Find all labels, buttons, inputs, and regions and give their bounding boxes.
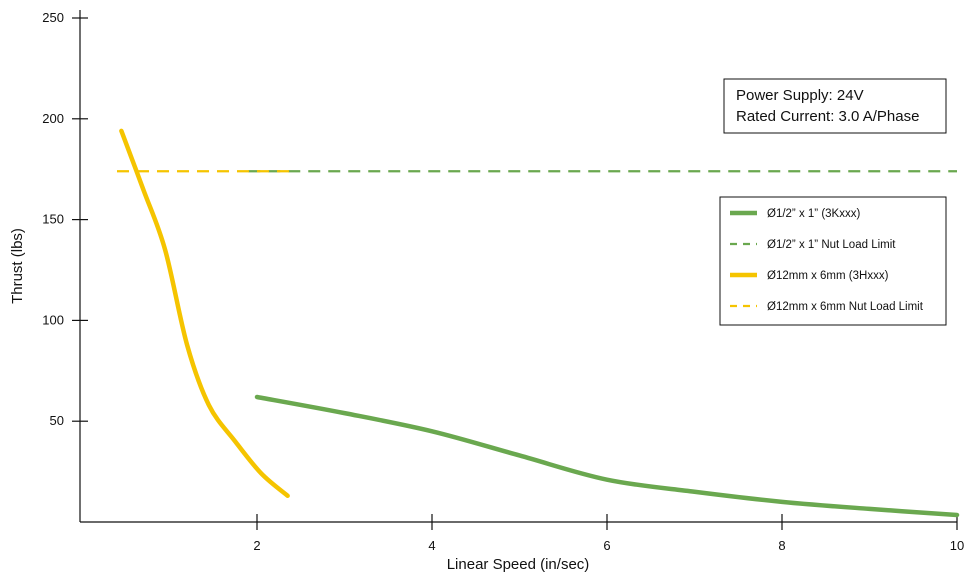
series-line-3-12mm-x-6mm-3hxxx: [119, 128, 290, 499]
y-axis-label: Thrust (lbs): [9, 228, 26, 304]
y-tick-label: 100: [42, 312, 64, 327]
x-tick-label: 4: [428, 538, 435, 553]
y-tick-label: 250: [42, 10, 64, 25]
y-tick-label: 200: [42, 111, 64, 126]
x-tick-label: 6: [603, 538, 610, 553]
x-tick-label: 10: [950, 538, 964, 553]
axis-ticks: 2 4 6 8 10 50 100 150 200 250: [42, 10, 964, 553]
info-box: Power Supply: 24V Rated Current: 3.0 A/P…: [723, 78, 947, 134]
legend-label-4: Ø12mm x 6mm Nut Load Limit: [767, 301, 924, 313]
x-tick-label: 8: [778, 538, 785, 553]
x-axis-label: Linear Speed (in/sec): [447, 556, 590, 573]
legend-label-3: Ø12mm x 6mm (3Hxxx): [767, 270, 889, 282]
x-tick-label: 2: [253, 538, 260, 553]
info-box-line-1: Power Supply: 24V: [736, 87, 864, 104]
y-tick-label: 50: [50, 413, 64, 428]
legend: Ø1/2” x 1” (3Kxxx) Ø1/2” x 1” Nut Load Li…: [719, 196, 947, 326]
info-box-line-2: Rated Current: 3.0 A/Phase: [736, 108, 919, 125]
info-box-frame: [723, 78, 947, 134]
y-tick-label: 150: [42, 212, 64, 227]
legend-label-2: Ø1/2” x 1” Nut Load Limit: [767, 239, 896, 251]
legend-frame: [719, 196, 947, 326]
series-layer: [117, 128, 960, 518]
series-line-1-1-2-x-1-3kxxx: [254, 394, 960, 518]
legend-label-1: Ø1/2” x 1” (3Kxxx): [767, 208, 860, 220]
